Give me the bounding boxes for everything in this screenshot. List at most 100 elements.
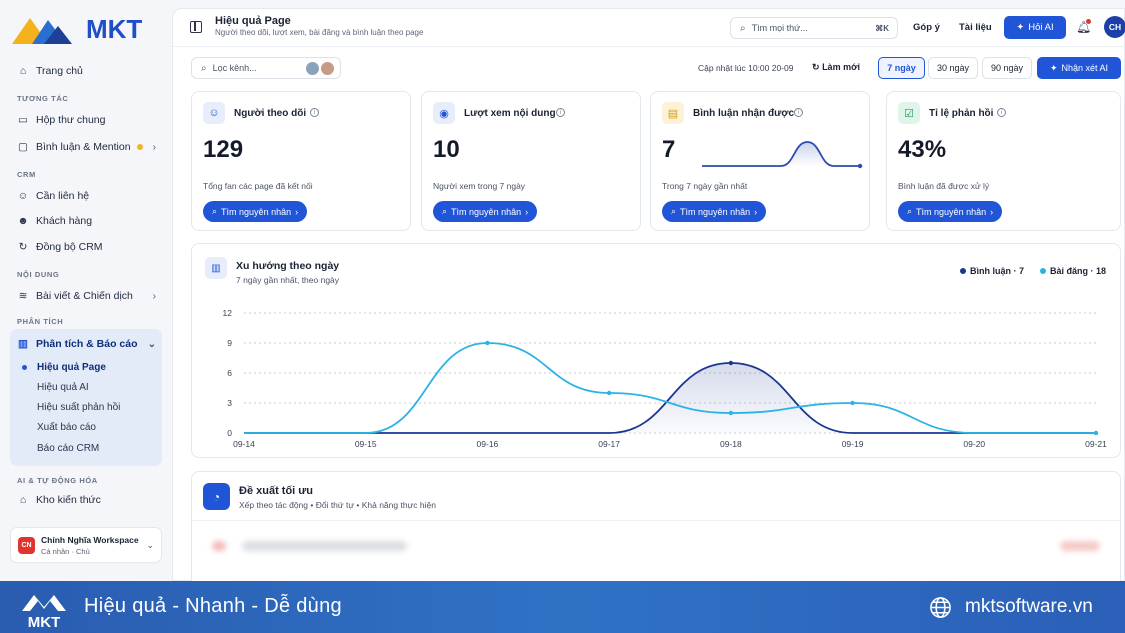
sidebar-item-knowledge[interactable]: ⌂ Kho kiến thức xyxy=(10,489,162,511)
sidebar-item-customers[interactable]: ☻ Khách hàng xyxy=(10,210,162,232)
sparkline-line xyxy=(701,141,860,167)
range-30-days[interactable]: 30 ngày xyxy=(928,57,978,79)
search-icon: ⌕ xyxy=(201,62,207,74)
suggestion-panel: ◔ Đề xuất tối ưu Xếp theo tác động • Đổi… xyxy=(191,471,1121,582)
sidebar-item-posts[interactable]: ≋ Bài viết & Chiến dịch › xyxy=(10,285,162,307)
sidebar-item-label: Đồng bộ CRM xyxy=(36,241,103,253)
layout-icon[interactable] xyxy=(190,21,202,33)
data-point xyxy=(728,360,734,366)
chevron-right-icon: › xyxy=(152,290,156,302)
legend-dot xyxy=(960,268,966,274)
graduation-cap-icon: ⌂ xyxy=(19,494,27,506)
info-icon[interactable]: i xyxy=(794,108,803,117)
x-tick-label: 09-20 xyxy=(963,439,985,449)
info-icon[interactable]: i xyxy=(997,108,1006,117)
main-panel: Hiệu quả Page Người theo dõi, lượt xem, … xyxy=(172,8,1125,582)
channel-avatar xyxy=(306,61,319,75)
sidebar-subitem-response-performance[interactable]: Hiệu suất phản hồi xyxy=(37,402,121,413)
series-line-posts xyxy=(243,342,1096,434)
ai-review-button[interactable]: ✦ Nhận xét AI xyxy=(1037,57,1121,79)
sidebar-item-label: Phân tích & Báo cáo xyxy=(36,338,138,350)
ai-review-label: Nhận xét AI xyxy=(1061,63,1109,73)
sidebar-item-comments[interactable]: ▢ Bình luận & Mention › xyxy=(10,136,162,158)
find-cause-label: Tìm nguyên nhân xyxy=(451,206,522,217)
sidebar-subitem-export-report[interactable]: Xuất báo cáo xyxy=(37,422,96,433)
kpi-card-followers: ☺ Người theo dõi i 129 Tổng fan các page… xyxy=(191,91,411,231)
updated-time: Cập nhật lúc 10:00 20-09 xyxy=(698,63,794,73)
kpi-value: 43% xyxy=(898,136,947,163)
section-content: NỘI DUNG xyxy=(17,270,60,279)
series-line-comments xyxy=(243,362,1096,434)
data-point xyxy=(1093,430,1099,436)
channel-filter-input[interactable]: ⌕ Lọc kênh... xyxy=(191,57,341,79)
x-tick-label: 09-21 xyxy=(1085,439,1107,449)
sidebar-item-label: Trang chủ xyxy=(36,65,83,77)
blurred-content xyxy=(212,541,226,551)
find-cause-button[interactable]: ⌕ Tìm nguyên nhân › xyxy=(203,201,308,222)
kpi-description: Trong 7 ngày gần nhất xyxy=(662,181,748,191)
footer-banner: MKT Hiệu quả - Nhanh - Dễ dùng mktsoftwa… xyxy=(0,581,1125,633)
workspace-switcher[interactable]: CN Chính Nghĩa Workspace Cá nhân · Chủ ⌄ xyxy=(10,527,162,563)
sidebar-item-label: Bình luận & Mention xyxy=(36,141,131,153)
sidebar-subitem-ai-performance[interactable]: Hiệu quả AI xyxy=(37,382,89,393)
range-90-days[interactable]: 90 ngày xyxy=(982,57,1032,79)
legend-dot xyxy=(1040,268,1046,274)
sparkline-area xyxy=(702,142,860,166)
trend-title: Xu hướng theo ngày xyxy=(236,260,340,272)
kpi-value: 7 xyxy=(662,136,676,163)
workspace-name: Chính Nghĩa Workspace xyxy=(41,534,139,545)
info-icon[interactable]: i xyxy=(556,108,565,117)
find-cause-label: Tìm nguyên nhân xyxy=(680,206,751,217)
users-icon: ☺ xyxy=(203,102,225,124)
legend-label: Bài đăng · 18 xyxy=(1050,266,1107,276)
channel-avatars xyxy=(304,61,334,75)
page-subtitle: Người theo dõi, lượt xem, bài đăng và bì… xyxy=(215,28,424,37)
feedback-link[interactable]: Góp ý xyxy=(913,22,940,33)
chevron-right-icon: › xyxy=(152,141,156,153)
global-search[interactable]: ⌕ Tìm mọi thứ... ⌘K xyxy=(730,17,898,39)
find-cause-button[interactable]: ⌕ Tìm nguyên nhân › xyxy=(433,201,538,222)
find-cause-button[interactable]: ⌕ Tìm nguyên nhân › xyxy=(898,201,1003,222)
search-icon: ⌕ xyxy=(442,206,448,216)
y-tick-label: 9 xyxy=(227,338,232,348)
chevron-down-icon: ⌄ xyxy=(147,338,156,350)
range-7-days[interactable]: 7 ngày xyxy=(878,57,925,79)
refresh-button[interactable]: ↻ Làm mới xyxy=(812,62,860,73)
bar-chart-icon: ▥ xyxy=(18,338,28,350)
legend-posts: Bài đăng · 18 xyxy=(1040,266,1106,276)
trend-panel: 0 3 6 9 12 09-14 09-15 09-16 09-17 09-18 09-19 09-2… xyxy=(191,243,1121,458)
sidebar: MKT ⌂ Trang chủ TƯƠNG TÁC ▭ Hộp thư chun… xyxy=(0,0,170,581)
user-avatar[interactable]: CH xyxy=(1104,16,1125,38)
sidebar-item-need-contact[interactable]: ☺ Cần liên hệ xyxy=(10,185,162,207)
sidebar-subitem-crm-report[interactable]: Báo cáo CRM xyxy=(37,443,100,454)
brand-name: MKT xyxy=(86,14,142,44)
sidebar-subitem-page-performance[interactable]: Hiệu quả Page xyxy=(37,362,106,373)
ask-ai-button[interactable]: ✦ Hỏi AI xyxy=(1004,16,1066,39)
x-tick-label: 09-18 xyxy=(720,439,742,449)
sidebar-item-label: Khách hàng xyxy=(36,215,93,227)
kpi-title: Bình luận nhận được xyxy=(693,108,795,119)
sidebar-item-home[interactable]: ⌂ Trang chủ xyxy=(10,60,162,82)
sidebar-item-analytics[interactable]: ▥ Phân tích & Báo cáo ⌄ xyxy=(10,333,162,355)
sparkle-icon: ✦ xyxy=(1016,22,1025,33)
blurred-content xyxy=(1060,541,1100,551)
sidebar-item-inbox[interactable]: ▭ Hộp thư chung xyxy=(10,109,162,131)
sparkline-end-point xyxy=(857,163,863,169)
info-icon[interactable]: i xyxy=(310,108,319,117)
footer-website[interactable]: mktsoftware.vn xyxy=(965,596,1093,617)
layers-icon: ≋ xyxy=(18,290,28,302)
kpi-title: Tỉ lệ phản hồi xyxy=(929,108,994,119)
sparkle-icon: ✦ xyxy=(1049,62,1058,73)
mkt-footer-logo: MKT xyxy=(22,595,66,629)
refresh-label: Làm mới xyxy=(822,62,860,72)
search-shortcut: ⌘K xyxy=(875,23,889,33)
mkt-logo[interactable]: MKT xyxy=(10,10,160,46)
chevron-down-icon: ⌄ xyxy=(146,539,154,550)
docs-link[interactable]: Tài liệu xyxy=(959,22,992,33)
bar-chart-icon: ▥ xyxy=(205,257,227,279)
sidebar-item-crm-sync[interactable]: ↻ Đồng bộ CRM xyxy=(10,236,162,258)
blurred-content xyxy=(242,541,407,551)
lightbulb-icon: ◔ xyxy=(203,483,230,510)
find-cause-button[interactable]: ⌕ Tìm nguyên nhân › xyxy=(662,201,767,222)
app-window: MKT ⌂ Trang chủ TƯƠNG TÁC ▭ Hộp thư chun… xyxy=(0,0,1125,582)
